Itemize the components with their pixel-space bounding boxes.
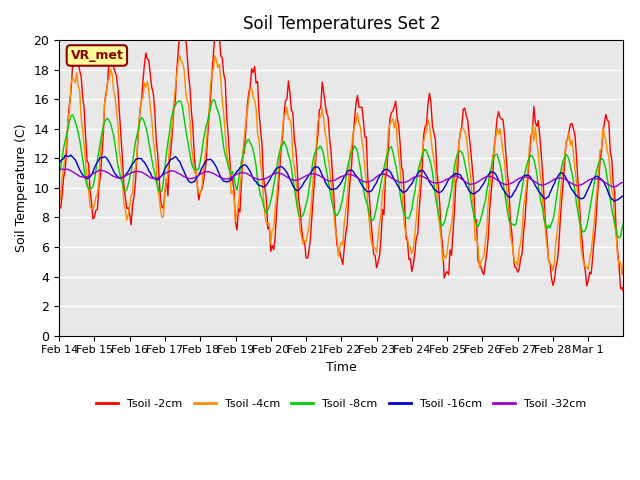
Tsoil -16cm bbox=[620, 193, 627, 199]
Title: Soil Temperatures Set 2: Soil Temperatures Set 2 bbox=[243, 15, 440, 33]
Tsoil -2cm bbox=[355, 104, 363, 110]
Tsoil -2cm bbox=[176, 29, 184, 35]
Tsoil -8cm bbox=[615, 235, 623, 240]
Tsoil -4cm bbox=[55, 201, 63, 206]
Tsoil -8cm bbox=[68, 112, 76, 118]
Tsoil -16cm bbox=[67, 152, 75, 158]
Line: Tsoil -2cm: Tsoil -2cm bbox=[59, 32, 623, 292]
Tsoil -4cm bbox=[106, 77, 113, 83]
Tsoil -8cm bbox=[289, 175, 297, 181]
Tsoil -4cm bbox=[620, 258, 627, 264]
Tsoil -8cm bbox=[210, 97, 218, 103]
Tsoil -2cm bbox=[449, 230, 457, 236]
Tsoil -32cm bbox=[70, 170, 77, 176]
Tsoil -4cm bbox=[355, 121, 363, 127]
Line: Tsoil -4cm: Tsoil -4cm bbox=[59, 56, 623, 275]
Tsoil -8cm bbox=[355, 158, 363, 164]
Tsoil -4cm bbox=[289, 155, 297, 161]
Tsoil -4cm bbox=[68, 75, 76, 81]
Tsoil -4cm bbox=[431, 165, 439, 170]
Line: Tsoil -16cm: Tsoil -16cm bbox=[59, 155, 623, 202]
Tsoil -16cm bbox=[107, 162, 115, 168]
Tsoil -32cm bbox=[289, 177, 297, 183]
Tsoil -4cm bbox=[211, 53, 219, 59]
Tsoil -32cm bbox=[620, 180, 627, 185]
Tsoil -8cm bbox=[431, 193, 439, 199]
Tsoil -2cm bbox=[289, 109, 297, 115]
Tsoil -32cm bbox=[55, 166, 63, 172]
Tsoil -2cm bbox=[55, 204, 63, 210]
Tsoil -32cm bbox=[449, 174, 457, 180]
Y-axis label: Soil Temperature (C): Soil Temperature (C) bbox=[15, 124, 28, 252]
Tsoil -32cm bbox=[107, 172, 115, 178]
Line: Tsoil -8cm: Tsoil -8cm bbox=[59, 100, 623, 238]
Legend: Tsoil -2cm, Tsoil -4cm, Tsoil -8cm, Tsoil -16cm, Tsoil -32cm: Tsoil -2cm, Tsoil -4cm, Tsoil -8cm, Tsoi… bbox=[92, 395, 591, 413]
Tsoil -2cm bbox=[106, 56, 113, 61]
Tsoil -4cm bbox=[618, 272, 626, 277]
Tsoil -2cm bbox=[620, 289, 627, 295]
Tsoil -8cm bbox=[55, 170, 63, 176]
Text: VR_met: VR_met bbox=[70, 49, 124, 62]
Tsoil -16cm bbox=[289, 182, 297, 188]
Tsoil -32cm bbox=[609, 184, 617, 190]
Tsoil -4cm bbox=[449, 208, 457, 214]
Tsoil -2cm bbox=[431, 137, 439, 143]
Tsoil -16cm bbox=[355, 177, 363, 182]
Tsoil -16cm bbox=[70, 156, 77, 161]
Tsoil -8cm bbox=[620, 220, 627, 226]
Tsoil -8cm bbox=[449, 175, 457, 181]
Tsoil -32cm bbox=[63, 166, 70, 172]
Tsoil -16cm bbox=[449, 173, 457, 179]
Tsoil -32cm bbox=[431, 180, 439, 186]
Tsoil -16cm bbox=[611, 199, 618, 204]
Tsoil -2cm bbox=[68, 67, 76, 72]
Tsoil -16cm bbox=[55, 160, 63, 166]
Tsoil -32cm bbox=[355, 176, 363, 182]
Line: Tsoil -32cm: Tsoil -32cm bbox=[59, 169, 623, 187]
Tsoil -16cm bbox=[431, 187, 439, 193]
Tsoil -8cm bbox=[106, 118, 113, 123]
X-axis label: Time: Time bbox=[326, 361, 356, 374]
